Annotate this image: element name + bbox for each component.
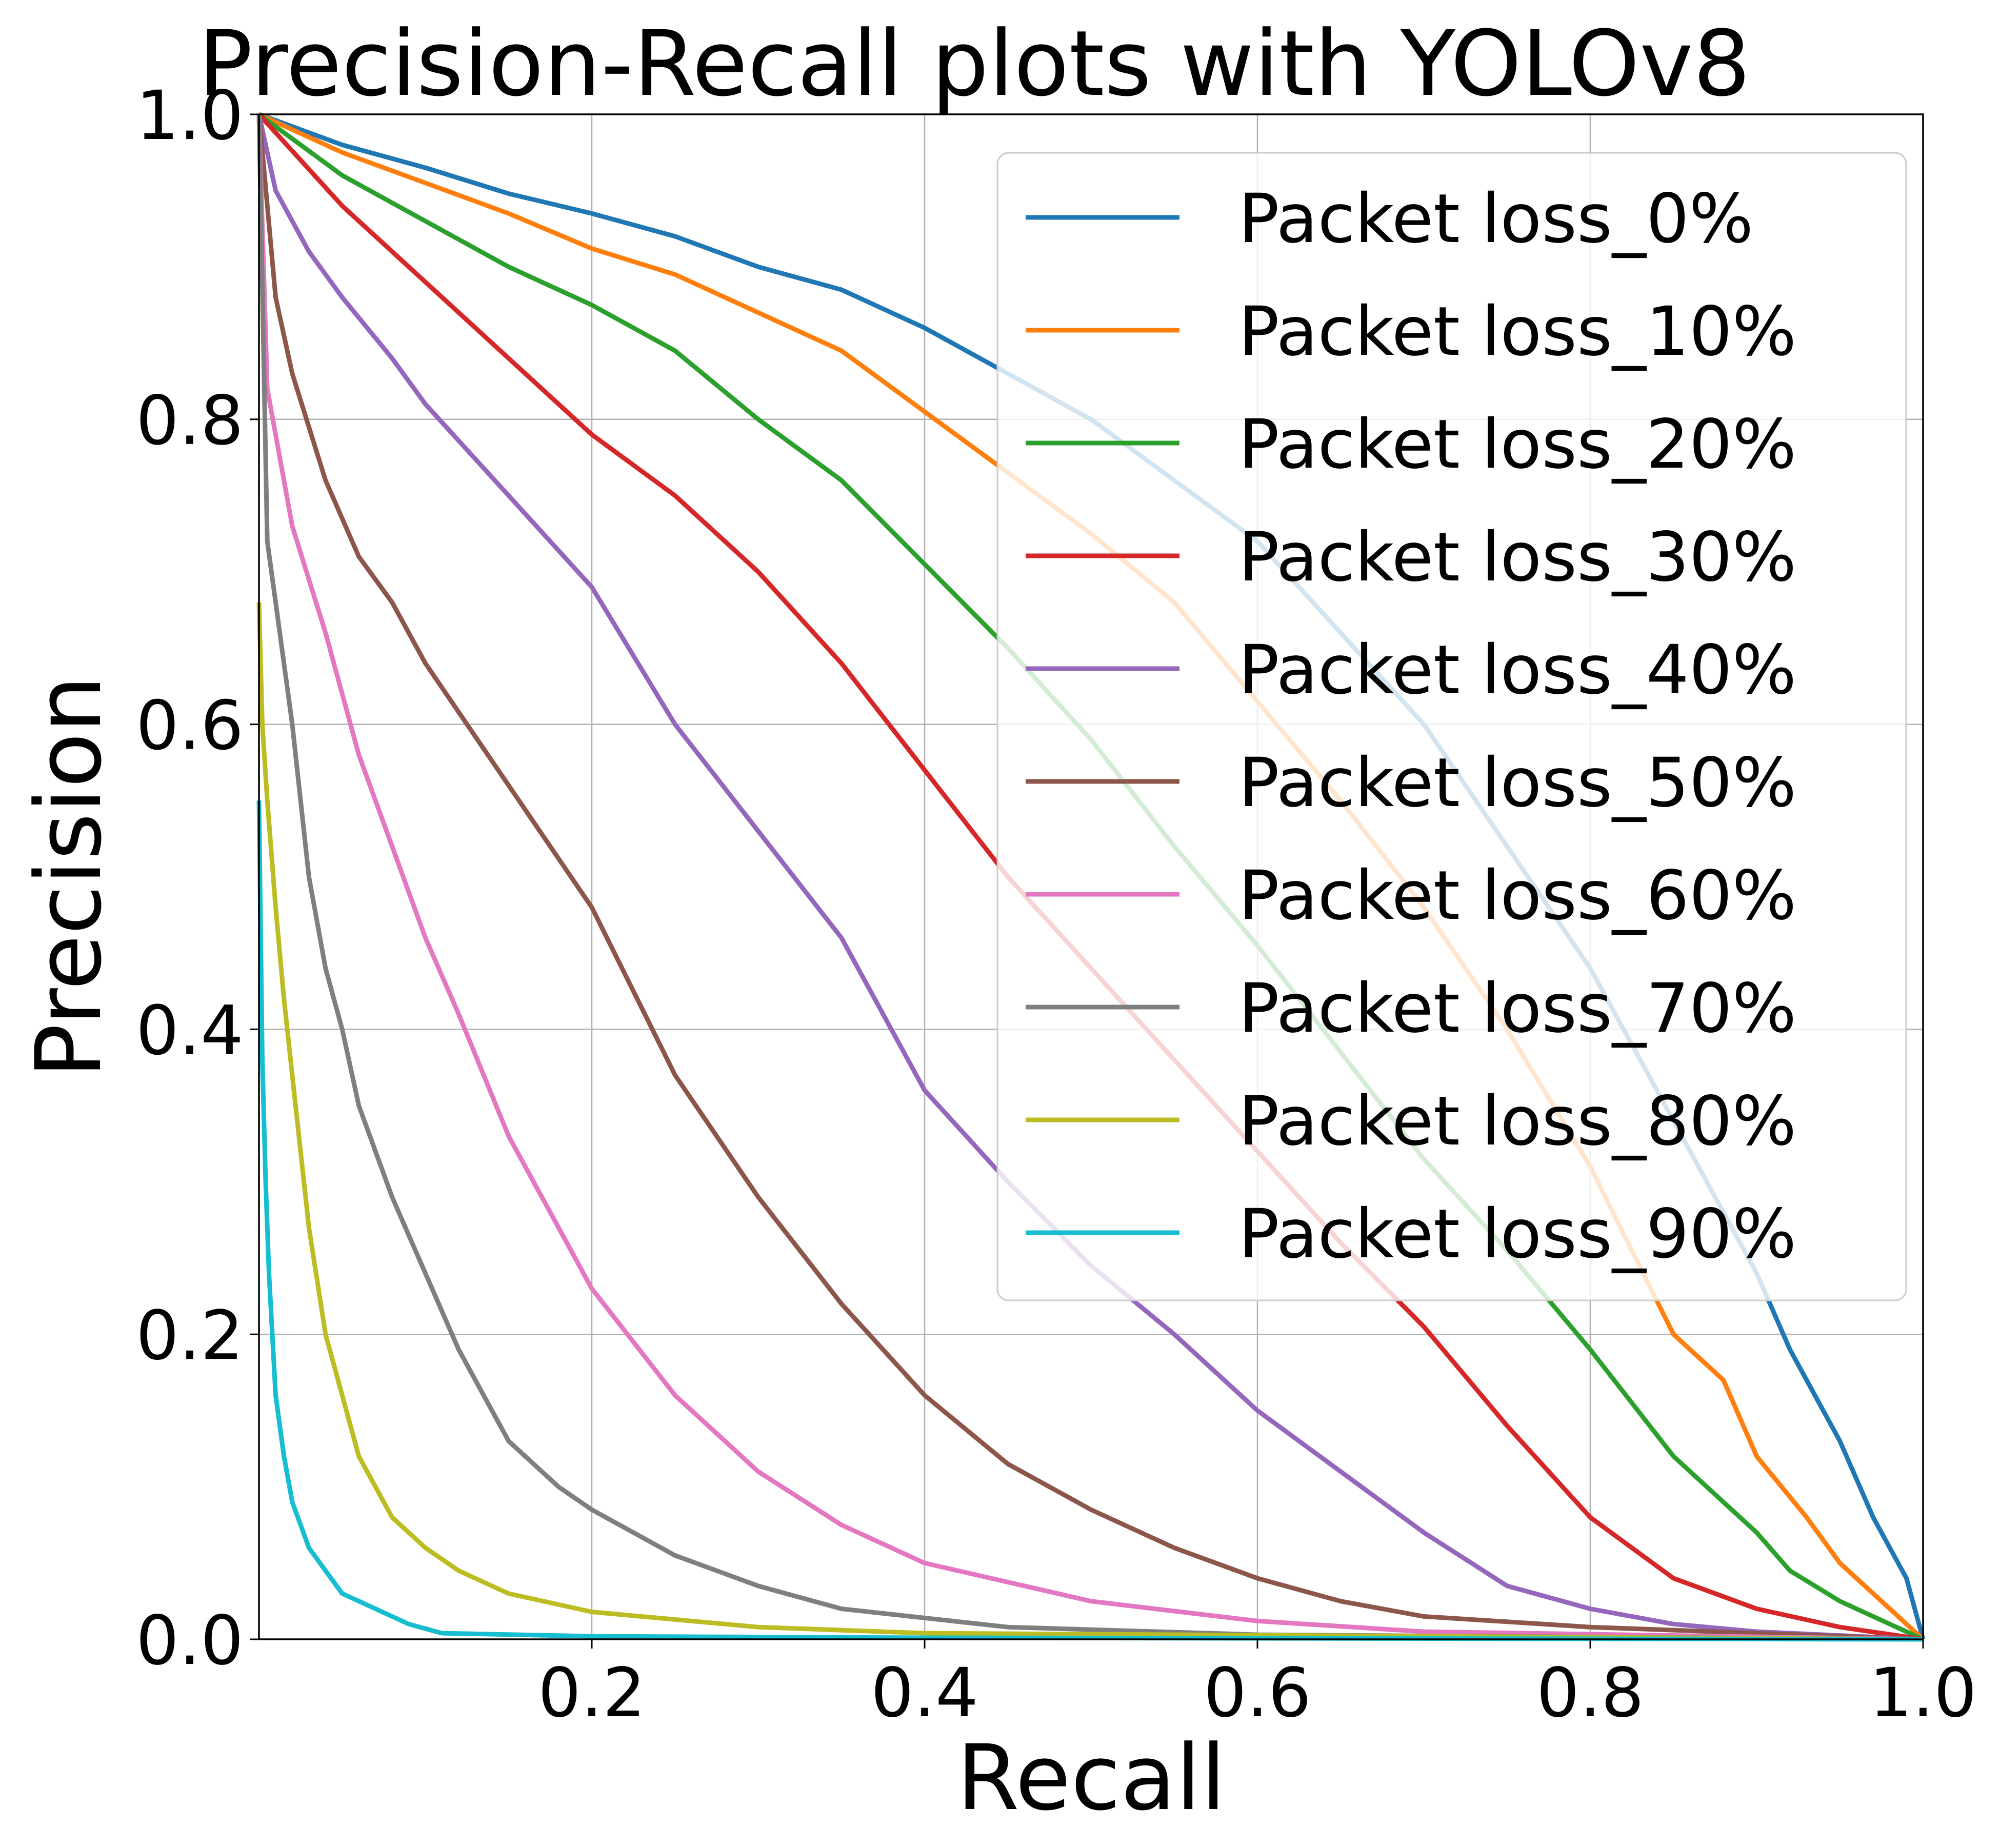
y-tick-label-4: 0.8 — [136, 381, 244, 460]
legend-label-7: Packet loss_70% — [1238, 969, 1796, 1048]
series-line-9 — [256, 800, 1924, 1642]
legend-label-0: Packet loss_0% — [1238, 179, 1753, 258]
legend-label-2: Packet loss_20% — [1238, 405, 1796, 484]
plot-frame — [258, 113, 1924, 1640]
chart-title: Precision-Recall plots with YOLOv8 — [198, 11, 1751, 116]
legend-label-8: Packet loss_80% — [1238, 1082, 1796, 1161]
y-tick-label-3: 0.6 — [136, 687, 244, 766]
legend-label-1: Packet loss_10% — [1238, 292, 1796, 371]
x-tick-label-2: 0.6 — [1204, 1654, 1311, 1733]
series-line-8 — [256, 602, 1924, 1642]
legend-label-9: Packet loss_90% — [1238, 1195, 1796, 1274]
y-tick-label-2: 0.4 — [136, 991, 244, 1070]
series-line-6 — [256, 114, 1924, 1642]
y-tick-label-1: 0.2 — [136, 1296, 244, 1375]
x-tick-label-3: 0.8 — [1536, 1654, 1644, 1733]
legend-label-3: Packet loss_30% — [1238, 518, 1796, 597]
legend-box — [996, 152, 1907, 1301]
y-tick-label-5: 1.0 — [136, 76, 244, 155]
x-axis-ticks: 0.2 0.4 0.6 0.8 1.0 — [538, 1639, 1977, 1733]
legend-label-5: Packet loss_50% — [1238, 744, 1796, 822]
series-line-5 — [256, 114, 1924, 1642]
y-axis-ticks: 0.0 0.2 0.4 0.6 0.8 1.0 — [136, 76, 259, 1680]
x-tick-label-0: 0.2 — [538, 1654, 646, 1733]
legend-label-4: Packet loss_40% — [1238, 631, 1796, 710]
series-line-7 — [256, 114, 1924, 1642]
x-axis-label: Recall — [956, 1725, 1226, 1831]
series-line-4 — [256, 114, 1924, 1642]
legend: Packet loss_0% Packet loss_10% Packet loss… — [996, 152, 1907, 1301]
legend-label-6: Packet loss_60% — [1238, 856, 1796, 935]
y-tick-label-0: 0.0 — [136, 1601, 244, 1680]
x-tick-label-4: 1.0 — [1869, 1654, 1977, 1733]
x-tick-label-1: 0.4 — [871, 1654, 978, 1733]
y-axis-label: Precision — [16, 675, 122, 1078]
